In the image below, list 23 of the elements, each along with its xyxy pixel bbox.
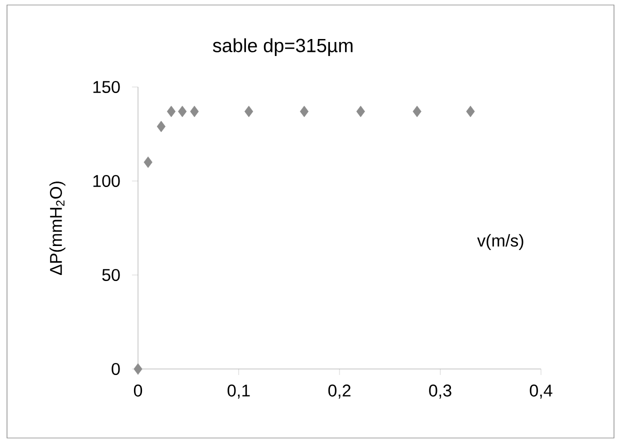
point (300, 106, 309, 118)
point (156, 120, 166, 132)
x-axis-title: v(m/s) (477, 234, 524, 250)
point (134, 363, 142, 375)
y-axis-title: ΔP(mmH$_{2}$O) (50, 182, 66, 275)
y-tick-label: 100 (93, 174, 120, 188)
x-tick-label: 0,4 (530, 384, 552, 399)
point (412, 106, 422, 118)
point (166, 106, 176, 118)
y-tick-label: 0 (112, 362, 120, 376)
point (178, 106, 187, 118)
y-tick-label: 150 (93, 80, 120, 94)
point (190, 106, 199, 118)
x-tick-label: 0,2 (328, 384, 350, 399)
chart-title: sable dp=315µm (212, 38, 352, 56)
point (244, 106, 254, 118)
y-tick-label: 50 (102, 268, 120, 282)
x-tick-label: 0,3 (429, 384, 452, 399)
x-tick-label: 0 (134, 384, 142, 397)
point (144, 156, 152, 168)
point (356, 106, 365, 118)
x-tick-label: 0,1 (228, 384, 250, 399)
point (466, 106, 475, 118)
